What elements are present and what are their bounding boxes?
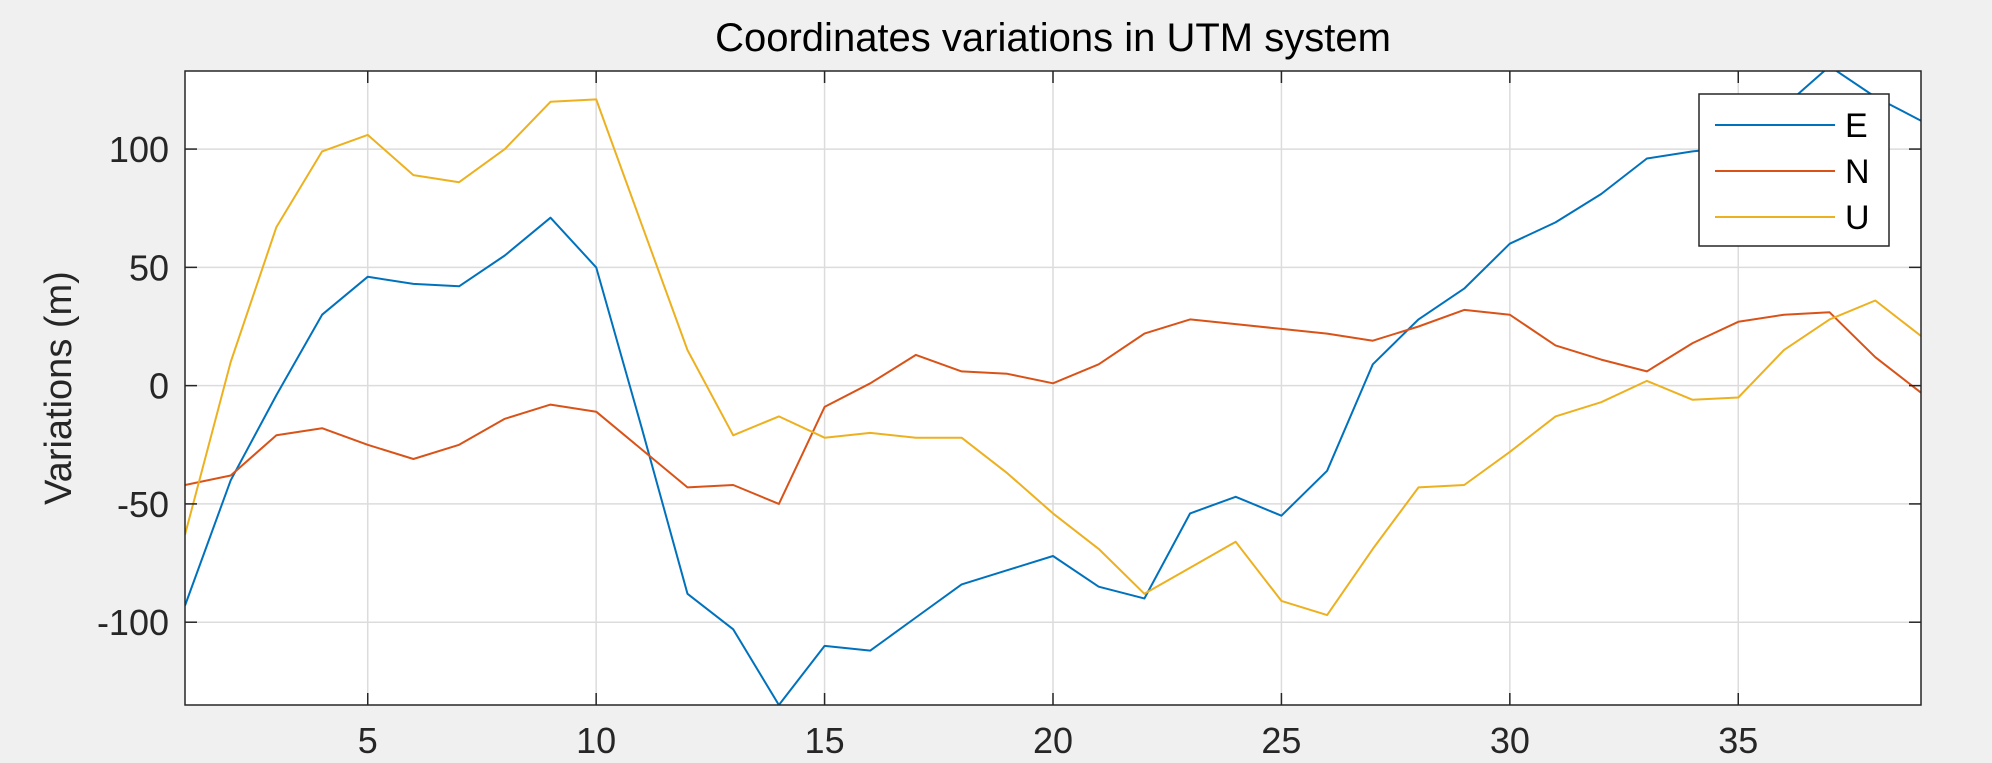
series-line-n (185, 308, 1921, 505)
y-tick-label: 0 (149, 366, 169, 407)
x-tick-label: 15 (805, 720, 845, 758)
x-tick-label: 25 (1261, 720, 1301, 758)
series-line-u (185, 98, 1921, 617)
x-tick-label: 20 (1033, 720, 1073, 758)
series-line-e (185, 71, 1921, 705)
axis-ticks: 5 10 15 20 25 30 35 -100 -50 0 50 100 (97, 71, 1921, 761)
y-tick-label: -50 (117, 484, 169, 525)
legend-label-e: E (1845, 107, 1868, 145)
chart-title: Coordinates variations in UTM system (715, 16, 1391, 60)
legend: ENU (1698, 93, 1890, 247)
grid-lines (185, 71, 1921, 705)
y-tick-label: -100 (97, 602, 169, 643)
x-tick-label: 10 (576, 720, 616, 758)
legend-label-u: U (1845, 199, 1870, 237)
x-tick-label: 5 (358, 720, 378, 758)
y-axis-label: Variations (m) (38, 271, 80, 505)
x-tick-label: 30 (1490, 720, 1530, 758)
legend-label-n: N (1845, 153, 1870, 191)
series-layer (185, 71, 1921, 705)
y-tick-label: 100 (109, 129, 169, 170)
y-tick-label: 50 (129, 247, 169, 288)
x-tick-label: 35 (1718, 720, 1758, 758)
